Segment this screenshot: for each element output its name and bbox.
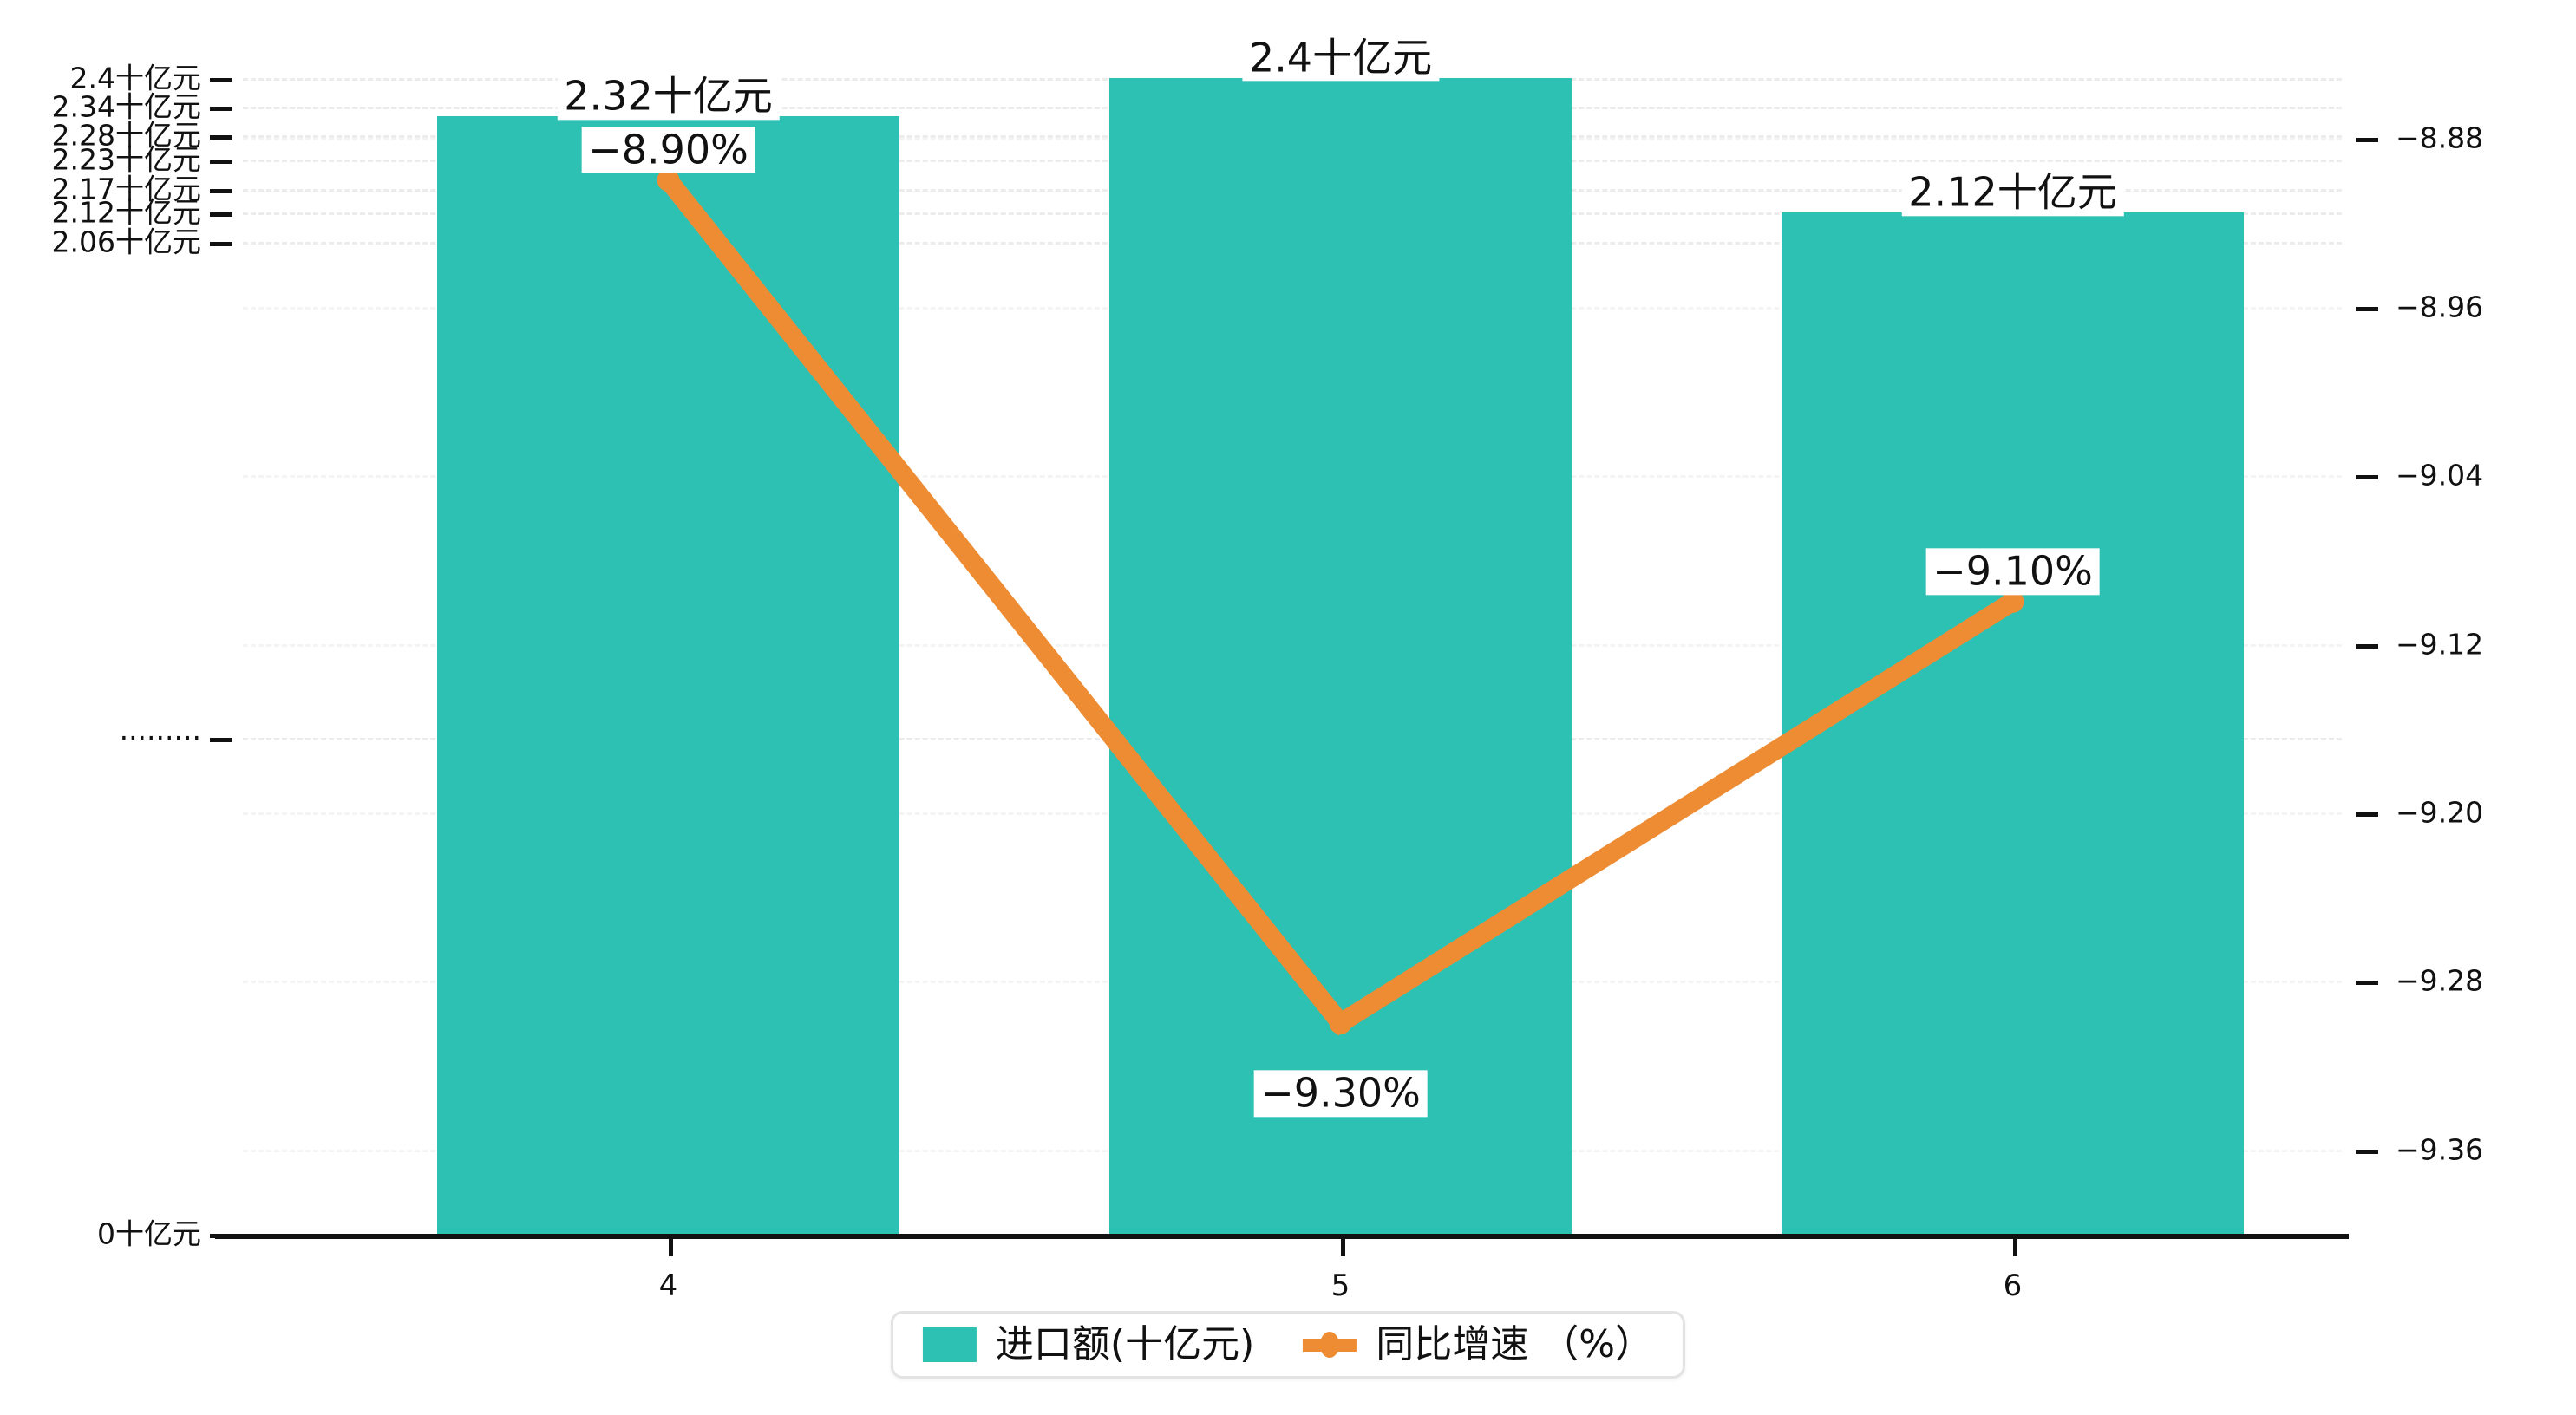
left-axis-tick-label: 2.17十亿元 xyxy=(51,172,201,206)
left-axis-tick xyxy=(210,160,232,165)
bar[interactable] xyxy=(437,116,899,1234)
x-axis-tick-label: 6 xyxy=(2003,1268,2023,1303)
legend-item-yoy-growth[interactable]: 同比增速 （%） xyxy=(1303,1326,1653,1364)
left-axis-tick xyxy=(210,135,232,140)
bar[interactable] xyxy=(1109,77,1572,1234)
left-axis-tick-label: 2.4十亿元 xyxy=(69,61,201,95)
legend-label-import-amount: 进口额(十亿元) xyxy=(995,1322,1255,1366)
left-axis-tick-label: 2.12十亿元 xyxy=(51,195,201,230)
right-axis-tick xyxy=(2356,138,2378,143)
legend-item-import-amount[interactable]: 进口额(十亿元) xyxy=(922,1322,1255,1366)
x-axis-tick xyxy=(1340,1234,1345,1256)
right-axis-tick-label: −9.20 xyxy=(2396,795,2484,830)
x-axis-tick-label: 4 xyxy=(658,1268,678,1303)
left-axis-tick-label: 2.34十亿元 xyxy=(51,89,201,124)
right-axis-tick xyxy=(2356,643,2378,649)
right-axis-tick-label: −8.96 xyxy=(2396,290,2484,324)
line-data-label: −9.30% xyxy=(1253,1070,1428,1117)
line-data-label: −9.10% xyxy=(1925,548,2100,595)
left-axis-tick-label: 2.06十亿元 xyxy=(51,225,201,259)
right-axis-tick xyxy=(2356,812,2378,817)
right-axis-tick-label: −9.04 xyxy=(2396,458,2484,492)
left-axis-tick xyxy=(210,107,232,112)
right-axis-tick xyxy=(2356,475,2378,480)
bar-swatch-icon xyxy=(922,1327,977,1362)
line-data-label: −8.90% xyxy=(581,127,755,173)
right-axis-tick xyxy=(2356,981,2378,986)
x-axis-tick xyxy=(668,1234,673,1256)
left-axis-tick-label: 2.23十亿元 xyxy=(51,142,201,177)
right-axis-tick-label: −9.12 xyxy=(2396,627,2484,661)
left-axis-tick xyxy=(210,212,232,218)
left-axis-tick-label: 0十亿元 xyxy=(97,1216,201,1251)
right-axis-tick xyxy=(2356,1149,2378,1154)
left-axis-tick-label: ········· xyxy=(119,721,201,755)
left-axis-tick xyxy=(210,188,232,193)
x-axis-spine xyxy=(215,1234,2349,1239)
left-axis-tick xyxy=(210,77,232,82)
left-axis-tick xyxy=(210,1234,232,1238)
chart-legend[interactable]: 进口额(十亿元) 同比增速 （%） xyxy=(890,1311,1686,1379)
left-axis-tick xyxy=(210,241,232,246)
right-axis-tick-label: −9.36 xyxy=(2396,1132,2484,1167)
right-axis-tick-label: −8.88 xyxy=(2396,121,2484,155)
line-marker-swatch-icon xyxy=(1303,1327,1357,1362)
left-axis-tick-label: 2.28十亿元 xyxy=(51,118,201,153)
left-axis-tick xyxy=(210,737,232,742)
x-axis-tick xyxy=(2012,1234,2017,1256)
right-axis-tick-label: −9.28 xyxy=(2396,963,2484,998)
right-axis-tick xyxy=(2356,306,2378,311)
legend-label-yoy-growth: 同比增速 （%） xyxy=(1376,1322,1654,1366)
bar-data-label: 2.12十亿元 xyxy=(1901,169,2124,217)
bar-data-label: 2.4十亿元 xyxy=(1241,35,1440,82)
x-axis-tick-label: 5 xyxy=(1330,1268,1350,1303)
bar[interactable] xyxy=(1782,212,2244,1234)
bar-data-label: 2.32十亿元 xyxy=(557,73,780,121)
